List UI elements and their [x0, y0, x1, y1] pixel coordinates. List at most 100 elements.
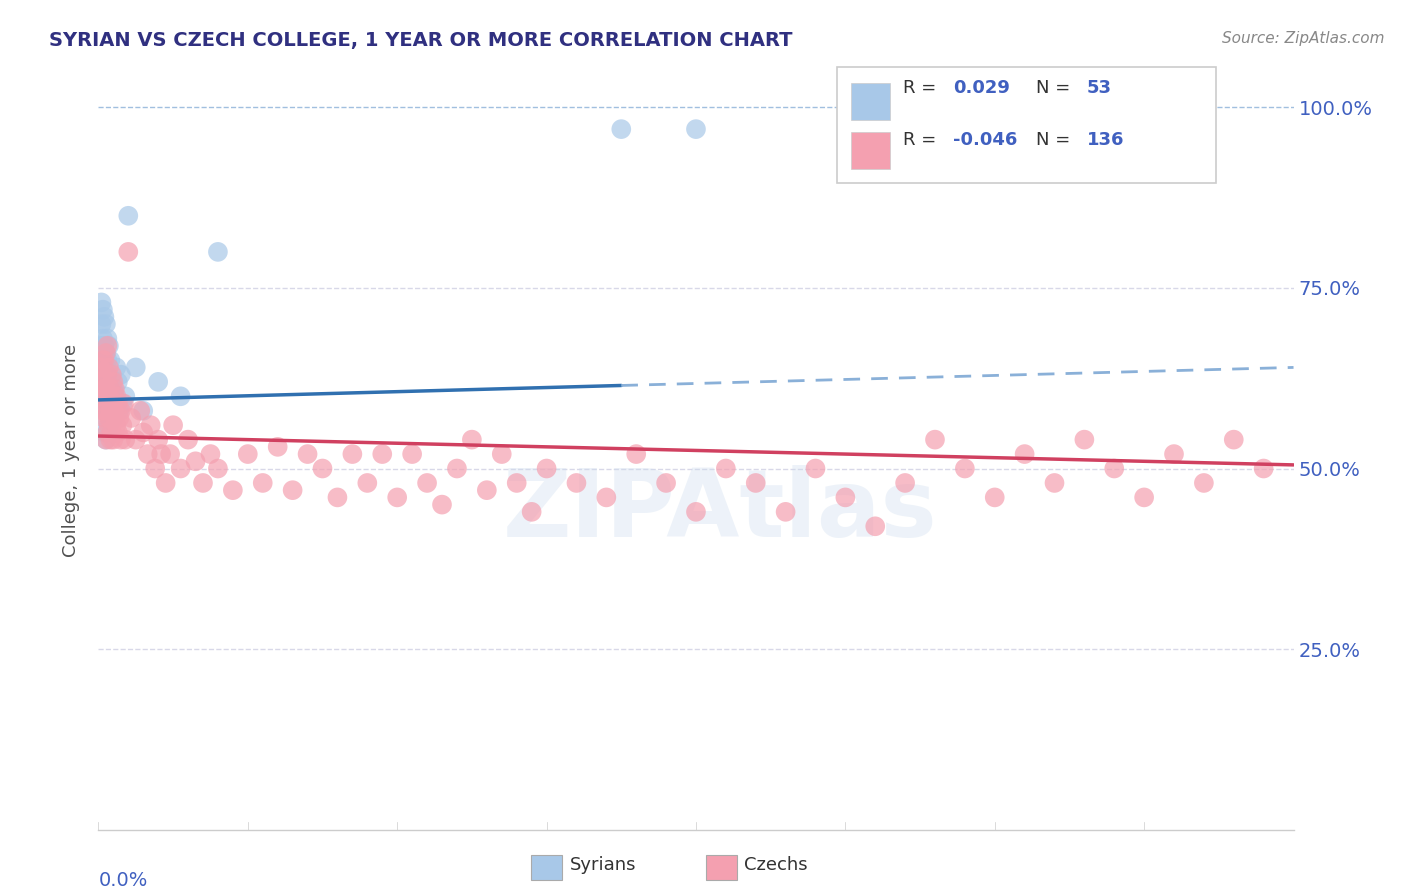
- Point: [111, 418, 134, 433]
- Point: [108, 411, 131, 425]
- Text: 0.029: 0.029: [953, 79, 1010, 97]
- Point: [132, 425, 155, 440]
- Point: [162, 418, 184, 433]
- Point: [1133, 491, 1156, 505]
- Point: [90, 389, 112, 403]
- Point: [89, 368, 111, 382]
- Point: [101, 396, 124, 410]
- Point: [685, 505, 707, 519]
- Text: N =: N =: [1036, 79, 1076, 97]
- Point: [565, 475, 588, 490]
- Point: [281, 483, 304, 498]
- Point: [98, 433, 122, 447]
- Point: [159, 447, 181, 461]
- Point: [446, 461, 468, 475]
- Point: [98, 411, 122, 425]
- Point: [104, 382, 127, 396]
- Point: [139, 418, 162, 433]
- Point: [94, 403, 117, 417]
- Point: [105, 389, 128, 403]
- Point: [94, 433, 117, 447]
- Point: [98, 382, 122, 396]
- Point: [595, 491, 617, 505]
- Point: [252, 475, 274, 490]
- Point: [107, 375, 129, 389]
- Point: [125, 360, 148, 375]
- Point: [356, 475, 378, 490]
- Point: [112, 396, 135, 410]
- Point: [96, 425, 118, 440]
- Point: [714, 461, 737, 475]
- Point: [96, 353, 118, 368]
- Point: [104, 389, 127, 403]
- Point: [96, 382, 118, 396]
- Point: [924, 433, 946, 447]
- Point: [430, 498, 453, 512]
- Text: Czechs: Czechs: [744, 856, 807, 874]
- Point: [89, 360, 111, 375]
- Point: [91, 403, 114, 417]
- Point: [93, 382, 115, 396]
- Text: R =: R =: [903, 131, 942, 149]
- Point: [311, 461, 333, 475]
- Point: [90, 368, 112, 382]
- Point: [371, 447, 394, 461]
- Point: [110, 368, 132, 382]
- Point: [90, 295, 112, 310]
- Point: [207, 244, 229, 259]
- Point: [89, 375, 111, 389]
- Point: [114, 389, 136, 403]
- Point: [97, 396, 120, 410]
- Point: [461, 433, 484, 447]
- Point: [475, 483, 498, 498]
- Point: [107, 425, 129, 440]
- Point: [401, 447, 423, 461]
- Point: [98, 353, 122, 368]
- Point: [117, 209, 139, 223]
- Point: [184, 454, 207, 468]
- Point: [93, 339, 115, 353]
- Point: [101, 425, 124, 440]
- Point: [143, 461, 166, 475]
- Point: [94, 346, 117, 360]
- Point: [117, 244, 139, 259]
- Point: [91, 396, 114, 410]
- Point: [97, 360, 120, 375]
- Text: -0.046: -0.046: [953, 131, 1018, 149]
- Point: [1014, 447, 1036, 461]
- Point: [953, 461, 976, 475]
- Point: [93, 310, 115, 324]
- Point: [108, 403, 131, 417]
- Point: [297, 447, 319, 461]
- Point: [91, 382, 114, 396]
- Point: [93, 389, 115, 403]
- Point: [94, 433, 117, 447]
- Point: [1163, 447, 1185, 461]
- Point: [169, 461, 191, 475]
- Point: [207, 461, 229, 475]
- Point: [94, 346, 117, 360]
- Text: Syrians: Syrians: [569, 856, 636, 874]
- Point: [91, 302, 114, 317]
- Point: [894, 475, 917, 490]
- Point: [984, 491, 1007, 505]
- Point: [97, 411, 120, 425]
- Point: [177, 433, 200, 447]
- Point: [1253, 461, 1275, 475]
- Point: [169, 389, 191, 403]
- Point: [97, 368, 120, 382]
- Point: [1192, 475, 1215, 490]
- Point: [101, 368, 124, 382]
- Point: [94, 317, 117, 331]
- Text: SYRIAN VS CZECH COLLEGE, 1 YEAR OR MORE CORRELATION CHART: SYRIAN VS CZECH COLLEGE, 1 YEAR OR MORE …: [49, 31, 793, 50]
- Point: [96, 339, 118, 353]
- Text: Source: ZipAtlas.com: Source: ZipAtlas.com: [1222, 31, 1385, 46]
- Point: [385, 491, 409, 505]
- Point: [96, 368, 118, 382]
- Point: [91, 375, 114, 389]
- Point: [93, 360, 115, 375]
- Point: [96, 425, 118, 440]
- Point: [267, 440, 290, 454]
- Point: [105, 418, 128, 433]
- Point: [745, 475, 768, 490]
